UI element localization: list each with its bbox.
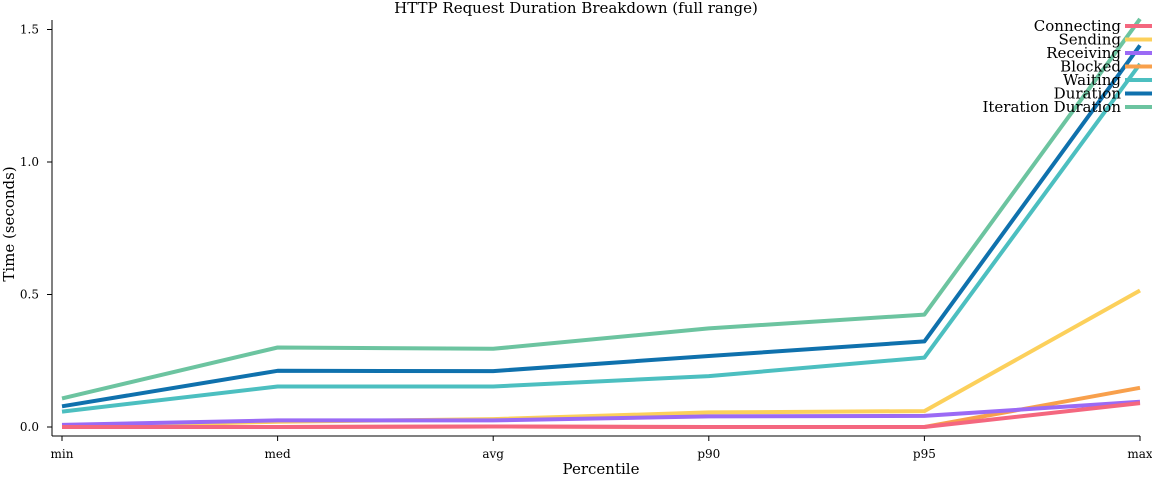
series-line-connecting	[62, 401, 1141, 429]
legend-label-waiting: Waiting	[1063, 71, 1121, 89]
y-axis-title: Time (seconds)	[0, 166, 18, 281]
y-tick-label: 0.0	[20, 420, 39, 434]
legend-label-sending: Sending	[1059, 31, 1122, 49]
axes: 0.0 0.5 1.0 1.5 min med avg p90 p95 max	[20, 20, 1152, 461]
series-line-duration	[61, 44, 1142, 409]
legend: ConnectingSendingReceivingBlockedWaiting…	[982, 17, 1152, 116]
legend-label-iteration-duration: Iteration Duration	[982, 98, 1121, 116]
y-tick-label: 1.5	[20, 23, 39, 37]
x-tick-label: med	[265, 447, 291, 461]
legend-label-duration: Duration	[1054, 85, 1122, 103]
x-tick-label: min	[51, 447, 74, 461]
plot-area	[61, 17, 1142, 429]
series-line-waiting	[61, 62, 1142, 414]
x-axis-title: Percentile	[563, 460, 640, 478]
x-tick-label: avg	[482, 447, 504, 461]
y-tick-label: 0.5	[20, 288, 39, 302]
x-tick-label: p90	[697, 447, 720, 461]
chart-title: HTTP Request Duration Breakdown (full ra…	[394, 0, 758, 17]
legend-label-connecting: Connecting	[1034, 17, 1122, 35]
series-line-iteration-duration	[61, 17, 1142, 401]
series-line-receiving	[61, 399, 1141, 427]
legend-label-blocked: Blocked	[1060, 58, 1121, 76]
x-tick-label: p95	[913, 447, 936, 461]
x-tick-label: max	[1127, 447, 1152, 461]
y-tick-label: 1.0	[20, 155, 39, 169]
legend-label-receiving: Receiving	[1046, 44, 1121, 62]
